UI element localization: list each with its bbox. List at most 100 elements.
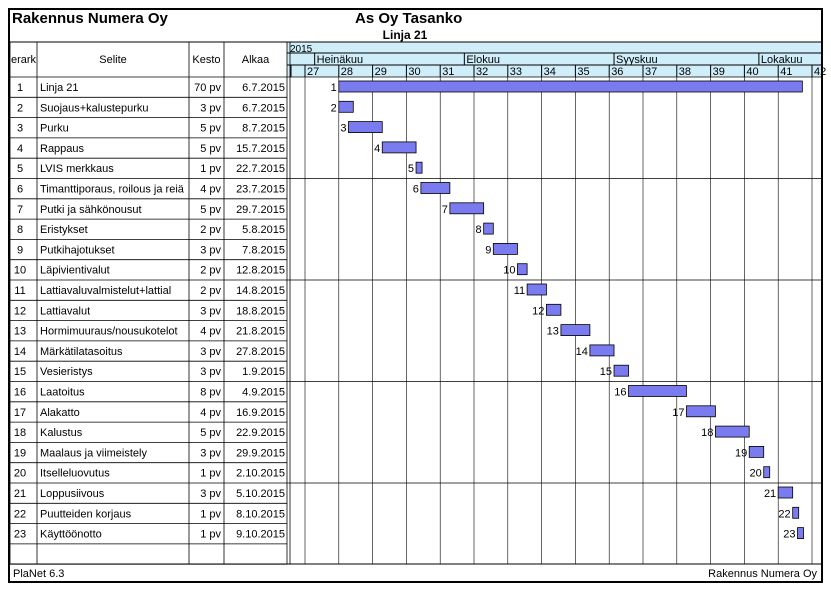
week-label: 41 — [780, 66, 792, 78]
task-name: Timanttiporaus, roilous ja reiä — [40, 184, 185, 196]
timeline-header-bg — [287, 42, 821, 77]
task-duration: 3 pv — [200, 102, 221, 114]
month-label: Heinäkuu — [317, 54, 363, 66]
task-duration: 5 pv — [200, 143, 221, 155]
task-start: 6.7.2015 — [242, 82, 285, 94]
task-duration: 3 pv — [200, 488, 221, 500]
task-id: 3 — [17, 123, 23, 135]
task-bar-label: 19 — [735, 447, 747, 459]
task-id: 11 — [14, 285, 25, 297]
task-bar — [338, 80, 803, 93]
task-name: Lattiavaluvalmistelut+lattial — [40, 285, 171, 297]
footer-company: Rakennus Numera Oy — [708, 568, 817, 580]
week-label: 28 — [341, 66, 353, 78]
col-header-alkaa: Alkaa — [242, 54, 270, 66]
week-label: 36 — [611, 66, 623, 78]
week-label: 37 — [645, 66, 657, 78]
task-start: 8.7.2015 — [242, 123, 285, 135]
task-bar — [381, 141, 417, 154]
task-start: 23.7.2015 — [236, 184, 285, 196]
task-name: Läpivientivalut — [40, 265, 110, 277]
task-start: 16.9.2015 — [236, 407, 285, 419]
week-label: 34 — [544, 66, 556, 78]
task-duration: 5 pv — [200, 123, 221, 135]
task-id: 6 — [17, 184, 23, 196]
task-id: 23 — [14, 529, 26, 541]
task-bar — [449, 202, 485, 215]
task-duration: 1 pv — [200, 529, 221, 541]
task-bar — [715, 425, 750, 438]
week-label: 27 — [307, 66, 319, 78]
task-name: Rappaus — [40, 143, 85, 155]
task-bar — [686, 405, 716, 418]
task-name: Linja 21 — [40, 82, 79, 94]
task-bar-label: 10 — [503, 265, 515, 277]
col-header-id: erark — [11, 54, 37, 66]
week-label: 33 — [510, 66, 522, 78]
year-label: 2015 — [290, 44, 313, 55]
task-start: 27.8.2015 — [236, 346, 285, 358]
task-name: Alakatto — [40, 407, 80, 419]
task-duration: 3 pv — [200, 447, 221, 459]
task-bar — [420, 182, 451, 194]
task-bar-label: 18 — [701, 427, 713, 439]
project-subtitle: Linja 21 — [382, 28, 428, 42]
task-duration: 4 pv — [200, 184, 221, 196]
month-label: Lokakuu — [761, 54, 803, 66]
week-label: 31 — [442, 66, 454, 78]
task-bar-label: 7 — [442, 204, 448, 216]
task-name: Kalustus — [40, 427, 83, 439]
task-bar — [797, 527, 804, 539]
task-bar-label: 1 — [331, 82, 337, 94]
task-bar-label: 20 — [749, 468, 761, 480]
task-id: 14 — [14, 346, 26, 358]
task-name: Puutteiden korjaus — [40, 508, 132, 520]
task-bar-label: 17 — [672, 407, 684, 419]
task-id: 7 — [17, 204, 23, 216]
task-name: Suojaus+kalustepurku — [40, 102, 149, 114]
task-id: 22 — [14, 508, 26, 520]
task-duration: 8 pv — [200, 387, 221, 399]
task-duration: 1 pv — [200, 508, 221, 520]
task-bar-label: 15 — [600, 366, 612, 378]
task-bar — [560, 324, 591, 337]
task-id: 15 — [14, 366, 26, 378]
task-name: Laatoitus — [40, 387, 85, 399]
footer-software: PlaNet 6.3 — [13, 568, 65, 580]
task-duration: 3 pv — [200, 305, 221, 317]
task-start: 29.9.2015 — [236, 447, 285, 459]
task-bar — [763, 466, 771, 479]
task-bar-label: 8 — [476, 224, 482, 236]
task-id: 13 — [14, 326, 26, 338]
task-bar-label: 21 — [764, 488, 776, 500]
task-bar-label: 6 — [413, 184, 419, 196]
task-name: Loppusiivous — [40, 488, 105, 500]
task-bar — [338, 100, 354, 113]
week-label: 32 — [476, 66, 488, 78]
task-id: 2 — [17, 102, 23, 114]
task-name: Eristykset — [40, 224, 88, 236]
task-start: 14.8.2015 — [236, 285, 285, 297]
task-duration: 4 pv — [200, 407, 221, 419]
task-name: Putkihajotukset — [40, 244, 115, 256]
task-id: 1 — [17, 82, 23, 94]
task-duration: 2 pv — [200, 265, 221, 277]
company-title: Rakennus Numera Oy — [12, 10, 168, 27]
task-name: Vesieristys — [40, 366, 93, 378]
task-bar — [589, 344, 615, 357]
task-duration: 1 pv — [200, 163, 221, 175]
task-name: Käyttöönotto — [40, 529, 102, 541]
week-label: 39 — [713, 66, 725, 78]
task-name: Hormimuuraus/nousukotelot — [40, 326, 178, 338]
task-duration: 2 pv — [200, 224, 221, 236]
task-start: 2.10.2015 — [236, 468, 285, 480]
task-name: Putki ja sähkönousut — [40, 204, 142, 216]
task-start: 22.9.2015 — [236, 427, 285, 439]
col-header-selite: Selite — [99, 54, 127, 66]
task-duration: 5 pv — [200, 427, 221, 439]
task-bar-label: 9 — [485, 244, 491, 256]
task-bar-label: 3 — [340, 123, 346, 135]
week-label: 40 — [746, 66, 758, 78]
task-bar — [415, 161, 423, 174]
